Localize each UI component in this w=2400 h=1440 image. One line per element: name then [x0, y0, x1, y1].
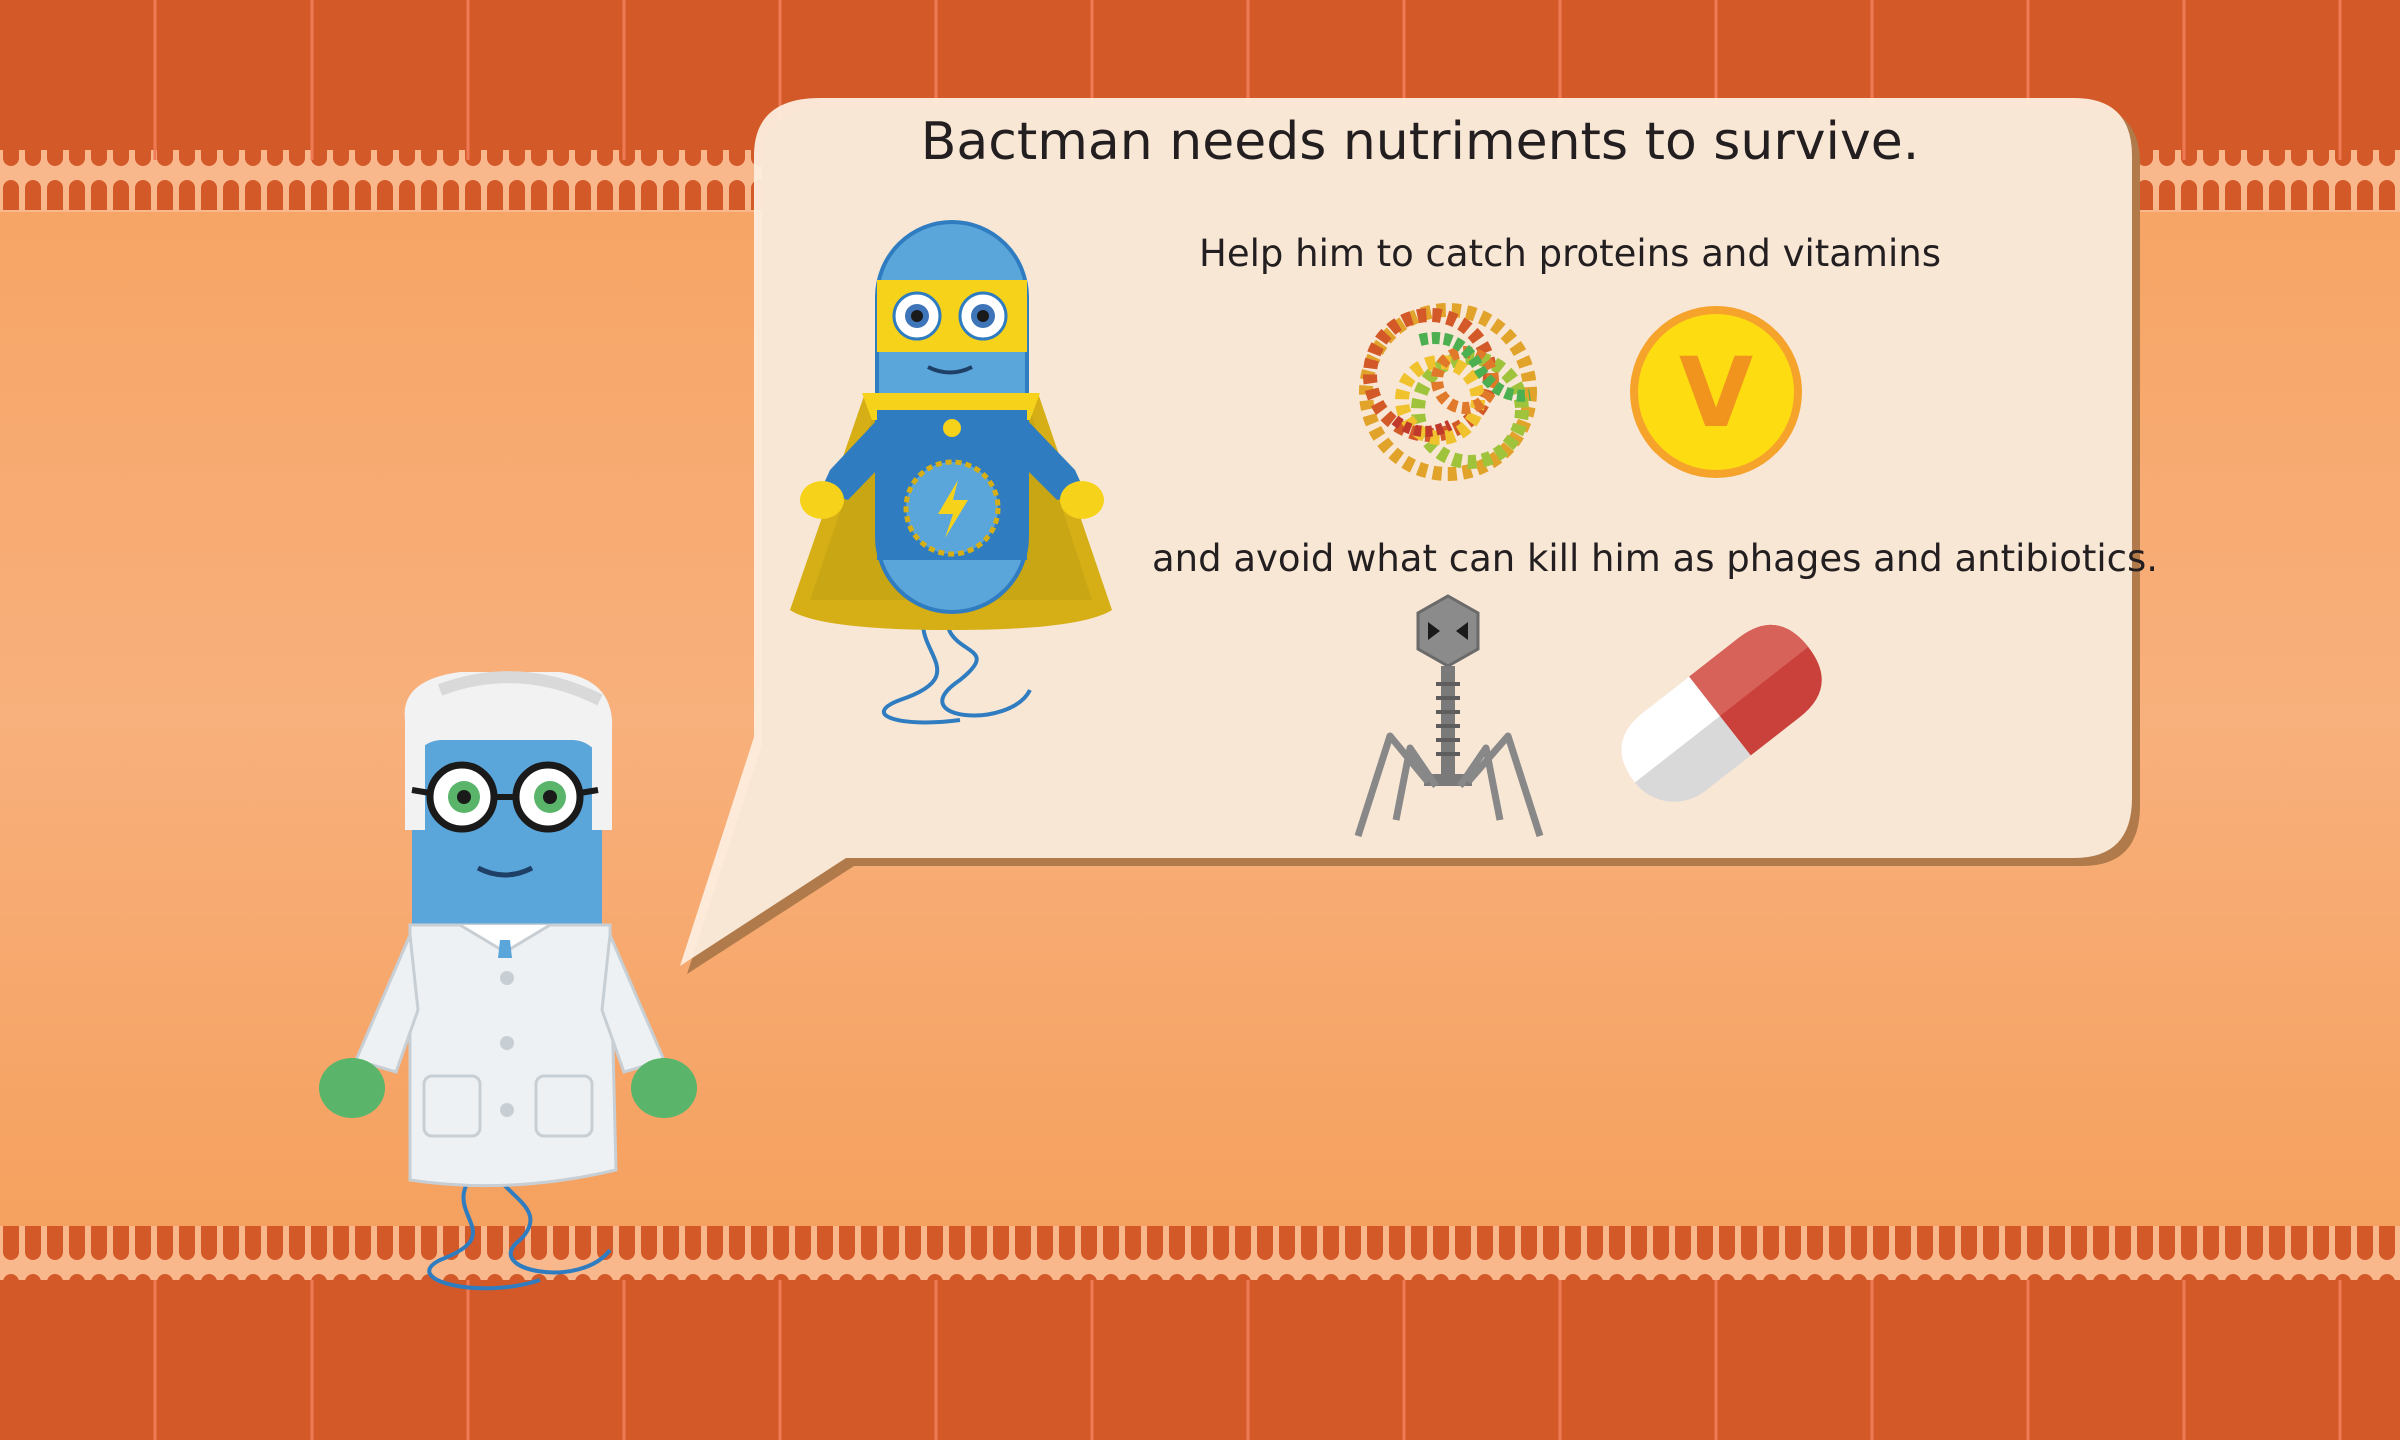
vitamin-icon: V — [1630, 306, 1802, 478]
vitamin-letter: V — [1679, 337, 1753, 449]
bactman-character — [790, 220, 1112, 725]
speech-bubble — [680, 98, 2140, 974]
speech-line-avoid: and avoid what can kill him as phages an… — [1151, 537, 2158, 580]
bottom-wall — [0, 1226, 2400, 1440]
phage-icon — [1354, 594, 1544, 838]
speech-title: Bactman needs nutriments to survive. — [920, 112, 1920, 172]
speech-line-catch: Help him to catch proteins and vitamins — [1199, 232, 1941, 275]
antibiotic-pill-icon — [1621, 625, 1822, 802]
scientist-character — [319, 671, 697, 1291]
protein-icon — [1359, 303, 1537, 481]
